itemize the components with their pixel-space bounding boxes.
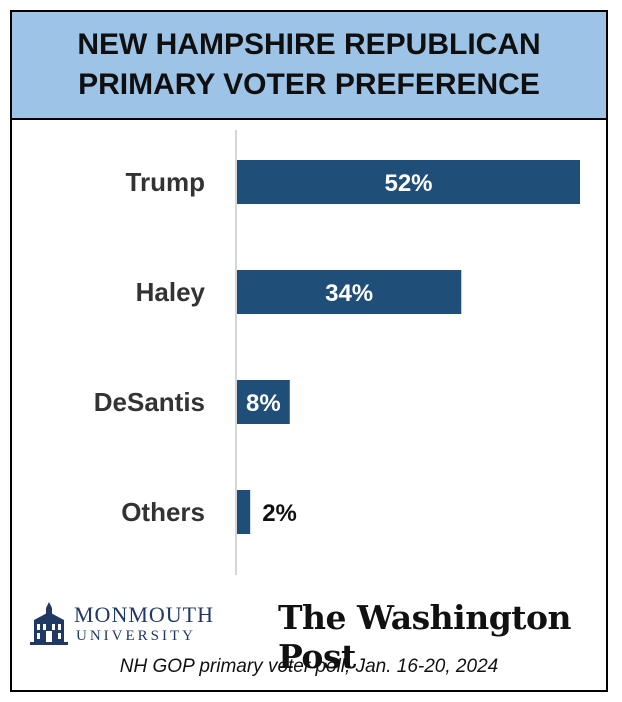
bars-layer: Trump 52% Haley 34% DeSantis 8% Others 2% (94, 160, 580, 534)
washington-post-logo: The Washington Post (278, 598, 572, 676)
monmouth-name: MONMOUTH (74, 602, 214, 627)
monmouth-sub: UNIVERSITY (76, 628, 196, 644)
title-band: NEW HAMPSHIRE REPUBLICAN PRIMARY VOTER P… (12, 12, 606, 120)
category-label-others: Others (121, 497, 205, 527)
category-label-haley: Haley (136, 277, 206, 307)
monmouth-building-icon (30, 602, 68, 645)
value-label-haley: 34% (325, 280, 373, 307)
bar-chart: Trump 52% Haley 34% DeSantis 8% Others 2% (94, 130, 580, 575)
chart-frame: NEW HAMPSHIRE REPUBLICAN PRIMARY VOTER P… (10, 10, 608, 692)
bar-others (237, 490, 251, 534)
bar-haley (237, 270, 462, 314)
value-label-desantis: 8% (246, 390, 281, 417)
category-label-desantis: DeSantis (94, 387, 205, 417)
bar-trump (237, 160, 580, 204)
source-note: NH GOP primary voter poll; Jan. 16-20, 2… (119, 656, 499, 677)
bar-desantis (237, 380, 290, 424)
value-label-trump: 52% (384, 170, 432, 197)
monmouth-logo: MONMOUTH UNIVERSITY (30, 598, 240, 648)
category-label-trump: Trump (126, 167, 205, 197)
value-label-others: 2% (262, 500, 297, 527)
logos-row: MONMOUTH UNIVERSITY The Washington Post (12, 592, 606, 676)
chart-title: NEW HAMPSHIRE REPUBLICAN PRIMARY VOTER P… (77, 28, 541, 101)
